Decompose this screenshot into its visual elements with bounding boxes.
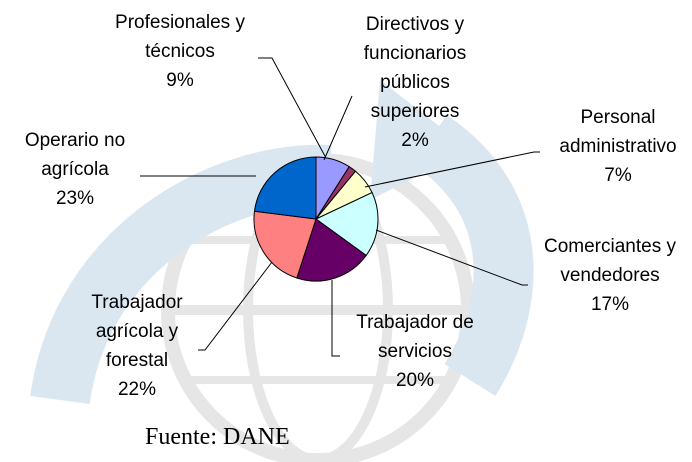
leader-line (332, 280, 340, 356)
chart: Fuente: DANE Profesionales y técnicos9% D… (0, 0, 692, 462)
value-label: 9% (115, 66, 245, 95)
value-label: 7% (543, 161, 692, 190)
leader-line (258, 58, 326, 158)
value-label: 22% (82, 375, 192, 404)
category-label: Profesionales y técnicos (115, 8, 245, 66)
category-label: Trabajador de servicios (340, 308, 490, 366)
value-label: 17% (540, 290, 680, 319)
category-label: Directivos y funcionarios públicos super… (348, 10, 483, 126)
value-label: 20% (340, 366, 490, 395)
category-label: Personal administrativo (543, 103, 692, 161)
value-label: 23% (13, 184, 138, 213)
source: Fuente: DANE (145, 424, 290, 451)
slice-label: Directivos y funcionarios públicos super… (348, 10, 483, 155)
value-label: 2% (348, 126, 483, 155)
category-label: Comerciantes y vendedores (540, 232, 680, 290)
category-label: Operario no agrícola (13, 126, 138, 184)
category-label: Trabajador agrícola y forestal (82, 288, 192, 375)
